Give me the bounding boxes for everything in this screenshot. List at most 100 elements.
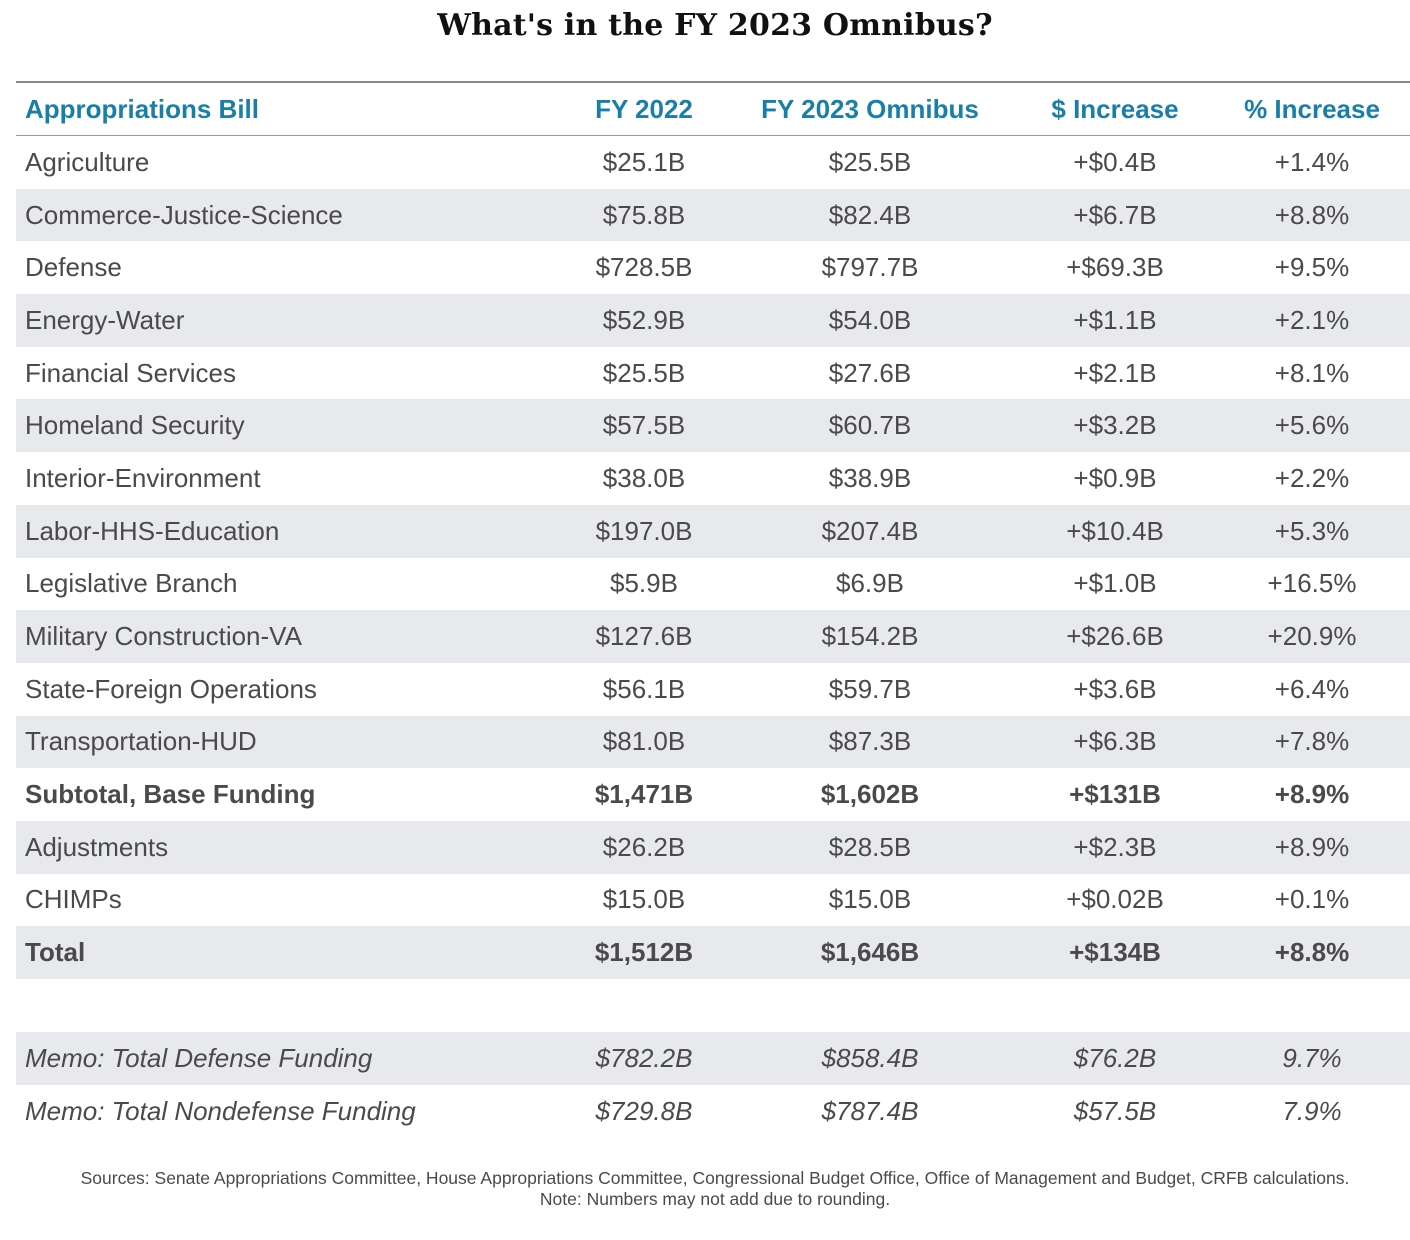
table-cell: +$6.7B: [1073, 199, 1157, 230]
row-label: Transportation-HUD: [25, 726, 257, 757]
table-row: Legislative Branch $5.9B $6.9B +$1.0B +16.5%: [16, 558, 1410, 611]
table-cell: +$3.2B: [1073, 410, 1157, 441]
row-label: Adjustments: [25, 831, 169, 862]
table-cell: +$131B: [1069, 779, 1161, 810]
table-cell: $207.4B: [821, 515, 919, 546]
table-cell: +0.1%: [1274, 884, 1350, 915]
row-label: State-Foreign Operations: [25, 673, 317, 704]
table-cell: +2.2%: [1274, 462, 1350, 493]
table-header-row: Appropriations Bill FY 2022 FY 2023 Omni…: [16, 83, 1410, 136]
row-label: Commerce-Justice-Science: [25, 199, 343, 230]
row-label: Legislative Branch: [25, 568, 238, 599]
table-cell: $197.0B: [595, 515, 693, 546]
table-cell: $75.8B: [602, 199, 686, 230]
table-cell: $26.2B: [602, 831, 686, 862]
table-cell: +8.8%: [1274, 199, 1350, 230]
table-cell: +16.5%: [1267, 568, 1357, 599]
table-cell: $797.7B: [821, 252, 919, 283]
table-cell: $56.1B: [602, 673, 686, 704]
row-label: Interior-Environment: [25, 462, 261, 493]
row-label: Military Construction-VA: [25, 621, 302, 652]
table-cell: +$2.3B: [1073, 831, 1157, 862]
header-fy-2022: FY 2022: [595, 93, 693, 124]
table-cell: $6.9B: [836, 568, 904, 599]
row-label: Labor-HHS-Education: [25, 515, 280, 546]
appropriations-table: Appropriations Bill FY 2022 FY 2023 Omni…: [16, 81, 1410, 1137]
table-cell: $27.6B: [828, 357, 912, 388]
header-fy-2023-omnibus: FY 2023 Omnibus: [761, 93, 979, 124]
table-cell: +$69.3B: [1066, 252, 1164, 283]
row-label: Memo: Total Nondefense Funding: [25, 1095, 416, 1126]
row-label: CHIMPs: [25, 884, 122, 915]
table-cell: +20.9%: [1267, 621, 1357, 652]
table-spacer: [16, 979, 1410, 1032]
table-cell: +8.1%: [1274, 357, 1350, 388]
row-label: Memo: Total Defense Funding: [25, 1042, 373, 1073]
table-row: Subtotal, Base Funding $1,471B $1,602B +$13…: [16, 768, 1410, 821]
memo-rows: Memo: Total Defense Funding $782.2B $858.4…: [16, 1032, 1410, 1137]
row-label: Agriculture: [25, 146, 150, 177]
table-cell: +6.4%: [1274, 673, 1350, 704]
table-cell: $59.7B: [828, 673, 912, 704]
table-cell: $782.2B: [595, 1042, 693, 1073]
table-cell: $728.5B: [595, 252, 693, 283]
table-cell: +5.3%: [1274, 515, 1350, 546]
table-cell: $15.0B: [602, 884, 686, 915]
table-cell: $1,646B: [820, 937, 920, 968]
table-row: Interior-Environment $38.0B $38.9B +$0.9B +2…: [16, 452, 1410, 505]
table-row: Agriculture $25.1B $25.5B +$0.4B +1.4%: [16, 136, 1410, 189]
table-cell: $57.5B: [1073, 1095, 1157, 1126]
table-cell: $154.2B: [821, 621, 919, 652]
table-cell: $787.4B: [821, 1095, 919, 1126]
table-cell: +$0.9B: [1073, 462, 1157, 493]
table-cell: $1,512B: [594, 937, 694, 968]
table-row: State-Foreign Operations $56.1B $59.7B +$3.…: [16, 663, 1410, 716]
table-cell: +$1.0B: [1073, 568, 1157, 599]
table-cell: $858.4B: [821, 1042, 919, 1073]
table-row: Energy-Water $52.9B $54.0B +$1.1B +2.1%: [16, 294, 1410, 347]
table-cell: $1,471B: [594, 779, 694, 810]
table-cell: $5.9B: [610, 568, 678, 599]
footer-notes: Sources: Senate Appropriations Committee…: [30, 1168, 1400, 1210]
table-cell: +8.9%: [1274, 831, 1350, 862]
table-top-rule: [16, 81, 1410, 83]
header-dollar-increase: $ Increase: [1051, 93, 1179, 124]
table-cell: +8.8%: [1274, 937, 1350, 968]
table-cell: +5.6%: [1274, 410, 1350, 441]
table-cell: $28.5B: [828, 831, 912, 862]
row-label: Financial Services: [25, 357, 236, 388]
table-cell: +$6.3B: [1073, 726, 1157, 757]
table-cell: +9.5%: [1274, 252, 1350, 283]
row-label: Energy-Water: [25, 304, 185, 335]
table-cell: $729.8B: [595, 1095, 693, 1126]
table-cell: +$1.1B: [1073, 304, 1157, 335]
table-cell: +$0.02B: [1066, 884, 1164, 915]
table-cell: +2.1%: [1274, 304, 1350, 335]
table-row: Transportation-HUD $81.0B $87.3B +$6.3B +7.8…: [16, 715, 1410, 769]
page-title: What's in the FY 2023 Omnibus?: [437, 8, 993, 43]
table-cell: $25.5B: [602, 357, 686, 388]
table-cell: $127.6B: [595, 621, 693, 652]
table-cell: $60.7B: [828, 410, 912, 441]
header-appropriations-bill: Appropriations Bill: [25, 93, 259, 124]
table-body: Agriculture $25.1B $25.5B +$0.4B +1.4% Commer…: [16, 136, 1410, 979]
row-label: Total: [25, 937, 86, 968]
table-cell: +$26.6B: [1066, 621, 1164, 652]
memo-row: Memo: Total Defense Funding $782.2B $858.4…: [16, 1032, 1410, 1085]
table-cell: $38.9B: [828, 462, 912, 493]
sources-note: Sources: Senate Appropriations Committee…: [80, 1168, 1350, 1188]
table-cell: $81.0B: [602, 726, 686, 757]
table-cell: +$0.4B: [1073, 146, 1157, 177]
header-percent-increase: % Increase: [1244, 93, 1380, 124]
table-row: Homeland Security $57.5B $60.7B +$3.2B +5.6%: [16, 399, 1410, 453]
table-cell: +$3.6B: [1073, 673, 1157, 704]
table-cell: $87.3B: [828, 726, 912, 757]
table-row: Adjustments $26.2B $28.5B +$2.3B +8.9%: [16, 820, 1410, 874]
rounding-note: Note: Numbers may not add due to roundin…: [539, 1189, 891, 1209]
table-row: Military Construction-VA $127.6B $154.2B +$…: [16, 610, 1410, 663]
row-label: Defense: [25, 252, 122, 283]
table-cell: +$2.1B: [1073, 357, 1157, 388]
table-cell: $76.2B: [1073, 1042, 1157, 1073]
table-row: Financial Services $25.5B $27.6B +$2.1B +8.1…: [16, 347, 1410, 400]
table-cell: 7.9%: [1282, 1095, 1342, 1126]
